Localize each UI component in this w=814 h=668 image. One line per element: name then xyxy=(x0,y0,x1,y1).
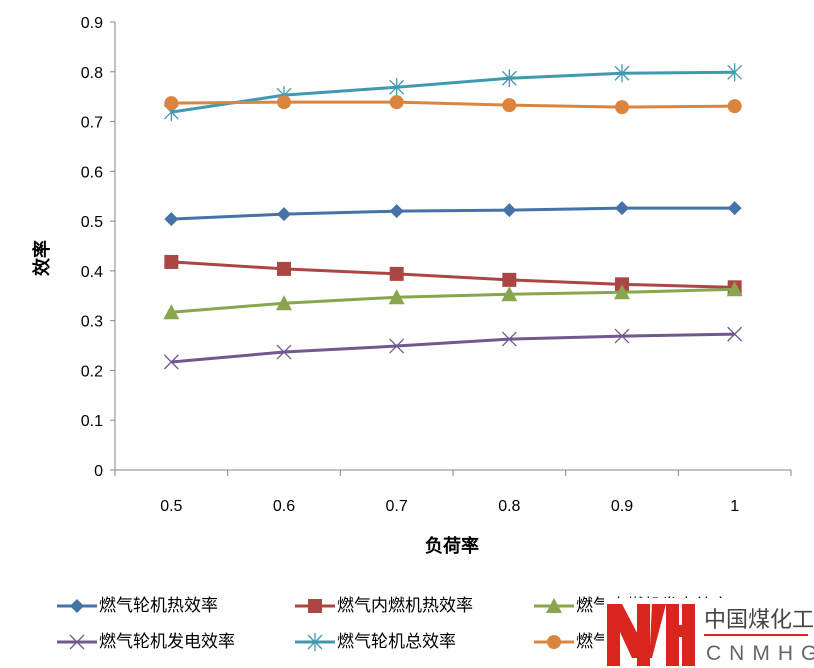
data-point-square xyxy=(308,599,322,613)
data-point-triangle xyxy=(546,598,562,613)
data-point-triangle xyxy=(614,284,630,300)
y-tick-label: 0.4 xyxy=(81,264,103,281)
y-tick-label: 0.5 xyxy=(81,214,103,231)
data-point-star xyxy=(389,78,405,97)
data-point-x xyxy=(163,354,179,370)
data-point-x xyxy=(614,328,630,344)
y-tick-label: 0.1 xyxy=(81,413,103,430)
data-point-star xyxy=(614,64,630,83)
data-point-circle xyxy=(389,95,404,110)
x-tick-label: 0.5 xyxy=(160,498,182,515)
legend-item: 燃气轮机发电效率 xyxy=(55,627,235,654)
legend-marker-icon xyxy=(57,599,97,613)
data-point-diamond xyxy=(70,599,84,613)
x-axis-label: 负荷率 xyxy=(425,535,479,556)
legend-marker-icon xyxy=(295,599,335,613)
series-1 xyxy=(164,254,742,295)
data-point-x xyxy=(69,634,85,650)
series-4 xyxy=(163,63,743,122)
x-tick-label: 0.8 xyxy=(498,498,520,515)
data-point-x xyxy=(389,338,405,354)
legend-label: 燃气轮机发电效率 xyxy=(99,632,235,652)
series-0 xyxy=(164,201,742,227)
data-point-circle xyxy=(502,98,517,113)
x-tick-label: 1 xyxy=(730,498,739,515)
data-point-circle xyxy=(547,635,561,649)
cnmhg-logo-watermark: 中国煤化工 CNMHG xyxy=(604,598,814,668)
legend-item: 燃气轮机总效率 xyxy=(293,627,456,654)
legend-label: 燃气轮机热效率 xyxy=(99,596,218,616)
y-tick-label: 0.3 xyxy=(81,314,103,331)
y-tick-label: 0.8 xyxy=(81,65,103,82)
data-point-triangle xyxy=(163,304,180,320)
legend-marker-icon xyxy=(534,635,574,649)
data-point-circle xyxy=(727,99,742,114)
line-chart: 0 0.1 0.2 0.3 0.4 0.5 0.6 0.7 0.8 0.9 0.5 0.6 0.7 0.8… xyxy=(31,15,792,556)
data-point-diamond xyxy=(502,203,517,218)
series-line xyxy=(171,70,735,114)
series-2 xyxy=(163,281,743,320)
data-point-diamond xyxy=(164,212,179,227)
data-point-triangle xyxy=(388,289,405,305)
data-point-triangle xyxy=(276,295,292,311)
x-tick-label: 0.9 xyxy=(611,498,633,515)
series-line xyxy=(171,260,735,289)
data-point-star xyxy=(501,69,517,88)
y-tick-label: 0.9 xyxy=(81,15,103,32)
legend-marker-icon xyxy=(57,634,97,650)
data-point-diamond xyxy=(615,201,629,216)
legend-marker-icon xyxy=(534,598,574,613)
series-line xyxy=(171,206,735,221)
series-line xyxy=(171,332,735,364)
legend-label: 燃气内燃机热效率 xyxy=(337,596,473,616)
x-tick-label: 0.6 xyxy=(273,498,295,515)
legend-item: 燃气内燃机热效率 xyxy=(293,591,473,618)
data-point-triangle xyxy=(501,286,518,302)
data-point-circle xyxy=(615,100,629,115)
data-point-square xyxy=(502,272,517,287)
data-point-diamond xyxy=(389,204,404,219)
watermark-cn-text: 中国煤化工 xyxy=(704,607,814,632)
y-axis-label: 效率 xyxy=(31,240,52,276)
watermark-en-text: CNMHG xyxy=(706,642,814,665)
series-line xyxy=(171,287,735,314)
legend-label: 燃气轮机总效率 xyxy=(337,632,456,652)
legend-marker-icon xyxy=(295,633,335,651)
data-point-circle xyxy=(277,95,291,110)
data-point-x xyxy=(727,326,743,342)
data-point-circle xyxy=(164,96,179,111)
data-point-square xyxy=(277,261,291,276)
y-tick-label: 0 xyxy=(94,463,103,480)
series-5 xyxy=(164,95,742,115)
series-3 xyxy=(163,326,743,370)
y-tick-label: 0.2 xyxy=(81,363,103,380)
y-tick-label: 0.6 xyxy=(81,164,103,181)
data-point-diamond xyxy=(277,207,291,222)
legend-item: 燃气轮机热效率 xyxy=(55,591,218,618)
data-point-triangle xyxy=(726,281,743,297)
data-point-x xyxy=(501,331,517,347)
data-point-star xyxy=(727,63,743,82)
data-point-square xyxy=(389,266,404,281)
y-tick-label: 0.7 xyxy=(81,115,103,132)
data-point-square xyxy=(164,254,179,269)
data-point-x xyxy=(276,344,292,360)
series-line xyxy=(171,100,735,109)
data-point-diamond xyxy=(727,201,742,216)
x-tick-label: 0.7 xyxy=(386,498,408,515)
data-point-star xyxy=(307,633,323,651)
